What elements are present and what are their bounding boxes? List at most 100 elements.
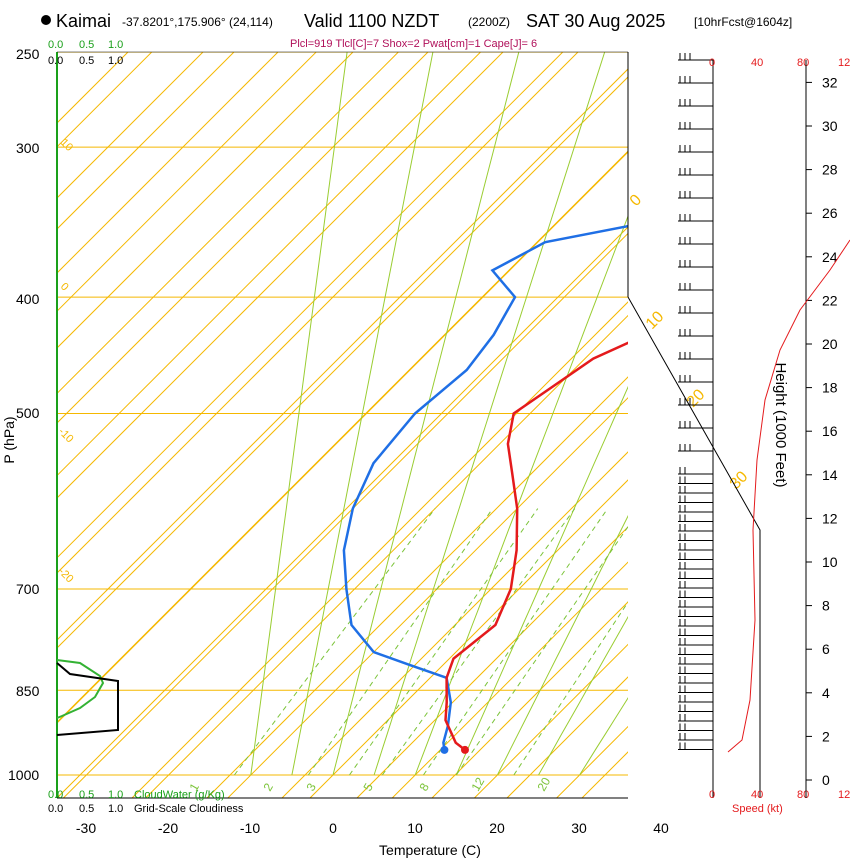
forecast-date: SAT 30 Aug 2025 bbox=[526, 11, 665, 31]
dry-adiabat-line bbox=[57, 52, 429, 424]
moist-adiabat-line bbox=[291, 52, 434, 776]
mixing-ratio-line bbox=[349, 508, 539, 776]
speed-tick-bot-0: 0 bbox=[709, 789, 715, 801]
height-tick-label: 14 bbox=[822, 467, 838, 483]
mixing-ratio-label-2: 2 bbox=[260, 780, 276, 793]
cw-tick-bot-2: 1.0 bbox=[108, 789, 123, 801]
speed-tick-top-12: 12 bbox=[838, 57, 850, 69]
moist-adiabat-line bbox=[250, 52, 348, 776]
mixing-ratio-label-20: 20 bbox=[534, 775, 553, 794]
height-axis-label: Height (1000 Feet) bbox=[772, 362, 789, 487]
forecast-info: [10hrFcst@1604z] bbox=[694, 15, 792, 29]
speed-tick-top-0: 0 bbox=[709, 57, 715, 69]
temp-tick-40: 40 bbox=[653, 820, 669, 836]
dry-adiabat-line bbox=[57, 76, 628, 649]
isotherm-line bbox=[57, 52, 400, 395]
valid-time: Valid 1100 NZDT bbox=[304, 11, 439, 31]
cw-tick-bot-1: 0.5 bbox=[79, 789, 94, 801]
cloudiness-label: Grid-Scale Cloudiness bbox=[134, 803, 244, 815]
height-tick-label: 8 bbox=[822, 598, 830, 614]
pressure-tick-700: 700 bbox=[16, 581, 40, 597]
mixing-ratio-line bbox=[381, 508, 576, 776]
height-tick-label: 12 bbox=[822, 510, 838, 526]
dry-adiabat-line bbox=[57, 52, 204, 199]
isotherm-line bbox=[57, 52, 317, 312]
isotherm-line bbox=[636, 31, 850, 801]
moist-adiabat-line bbox=[373, 52, 606, 776]
isotherm-line bbox=[391, 561, 628, 798]
speed-tick-bot-12: 12 bbox=[838, 789, 850, 801]
stability-indices: Plcl=919 Tlcl[C]=7 Shox=2 Pwat[cm]=1 Cap… bbox=[290, 38, 537, 50]
cw-tick-top-1: 0.5 bbox=[79, 39, 94, 51]
dry-adiabat-label-m20: -20 bbox=[56, 566, 76, 586]
wind-barbs bbox=[678, 53, 713, 750]
cloudiness-profile bbox=[56, 662, 119, 736]
speed-tick-bot-80: 80 bbox=[797, 789, 809, 801]
dry-adiabat-line bbox=[57, 52, 504, 499]
station-name: Kaimai bbox=[56, 11, 111, 31]
cl-tick-bot-0: 0.0 bbox=[48, 803, 63, 815]
mixing-ratio-line bbox=[233, 508, 436, 776]
dry-adiabat-line bbox=[57, 52, 354, 349]
height-tick-label: 26 bbox=[822, 205, 838, 221]
dry-adiabat-line bbox=[57, 52, 279, 274]
dry-adiabat-line bbox=[57, 226, 628, 798]
isotherm-line bbox=[473, 643, 628, 798]
height-tick-label: 22 bbox=[822, 292, 838, 308]
moist-adiabat-line bbox=[496, 515, 628, 776]
height-tick-label: 4 bbox=[822, 685, 830, 701]
height-tick-label: 20 bbox=[822, 336, 838, 352]
isotherm-label-20-top: 20 bbox=[684, 386, 709, 411]
dry-adiabat-line bbox=[581, 751, 628, 798]
dry-adiabat-line bbox=[57, 52, 579, 574]
cloudwater-profile bbox=[56, 659, 105, 719]
temp-tick-m30: -30 bbox=[76, 820, 96, 836]
cl-tick-bot-1: 0.5 bbox=[79, 803, 94, 815]
moist-adiabat-line bbox=[414, 214, 628, 776]
isotherm-label-30-top: 30 bbox=[727, 468, 752, 493]
pressure-tick-400: 400 bbox=[16, 291, 40, 307]
isotherm-line bbox=[57, 150, 628, 723]
cl-tick-bot-2: 1.0 bbox=[108, 803, 123, 815]
dry-adiabat-line bbox=[281, 451, 628, 798]
height-tick-label: 30 bbox=[822, 118, 838, 134]
height-tick-label: 24 bbox=[822, 249, 838, 265]
pressure-tick-1000: 1000 bbox=[8, 767, 39, 783]
temperature-line bbox=[444, 341, 628, 751]
height-tick-label: 6 bbox=[822, 641, 830, 657]
height-tick-label: 0 bbox=[822, 772, 830, 788]
pressure-axis-label: P (hPa) bbox=[1, 416, 17, 463]
isotherm-line bbox=[57, 52, 564, 559]
cw-tick-top-0: 0.0 bbox=[48, 39, 63, 51]
cw-tick-bot-0: 0.0 bbox=[48, 789, 63, 801]
height-tick-label: 16 bbox=[822, 423, 838, 439]
isotherm-line bbox=[57, 68, 628, 641]
height-tick-label: 2 bbox=[822, 728, 830, 744]
height-tick-label: 10 bbox=[822, 554, 838, 570]
height-tick-label: 32 bbox=[822, 74, 838, 90]
surface-dewpoint-point bbox=[440, 745, 449, 754]
height-speed-profile bbox=[727, 239, 850, 753]
station-marker-icon bbox=[41, 15, 51, 25]
temp-tick-20: 20 bbox=[489, 820, 505, 836]
wind-panel-diagonal bbox=[627, 296, 761, 798]
isotherm-line bbox=[144, 314, 628, 798]
pressure-tick-300: 300 bbox=[16, 140, 40, 156]
pressure-tick-850: 850 bbox=[16, 683, 40, 699]
moist-adiabat-line bbox=[455, 385, 628, 776]
dry-adiabat-line bbox=[206, 376, 628, 798]
dry-adiabat-line bbox=[431, 601, 628, 798]
isotherm-line bbox=[57, 52, 235, 230]
utc-time: (2200Z) bbox=[468, 15, 510, 29]
temp-tick-30: 30 bbox=[571, 820, 587, 836]
mixing-ratio-label-8: 8 bbox=[416, 780, 432, 793]
speed-tick-top-80: 80 bbox=[797, 57, 809, 69]
dewpoint-line bbox=[342, 224, 628, 751]
dry-adiabat-label-0: 0 bbox=[58, 281, 71, 294]
isotherm-line bbox=[227, 397, 628, 798]
speed-tick-top-40: 40 bbox=[751, 57, 763, 69]
speed-axis-label: Speed (kt) bbox=[732, 803, 783, 815]
station-coords: -37.8201°,175.906° (24,114) bbox=[122, 15, 273, 29]
cl-tick-top-2: 1.0 bbox=[108, 55, 123, 67]
